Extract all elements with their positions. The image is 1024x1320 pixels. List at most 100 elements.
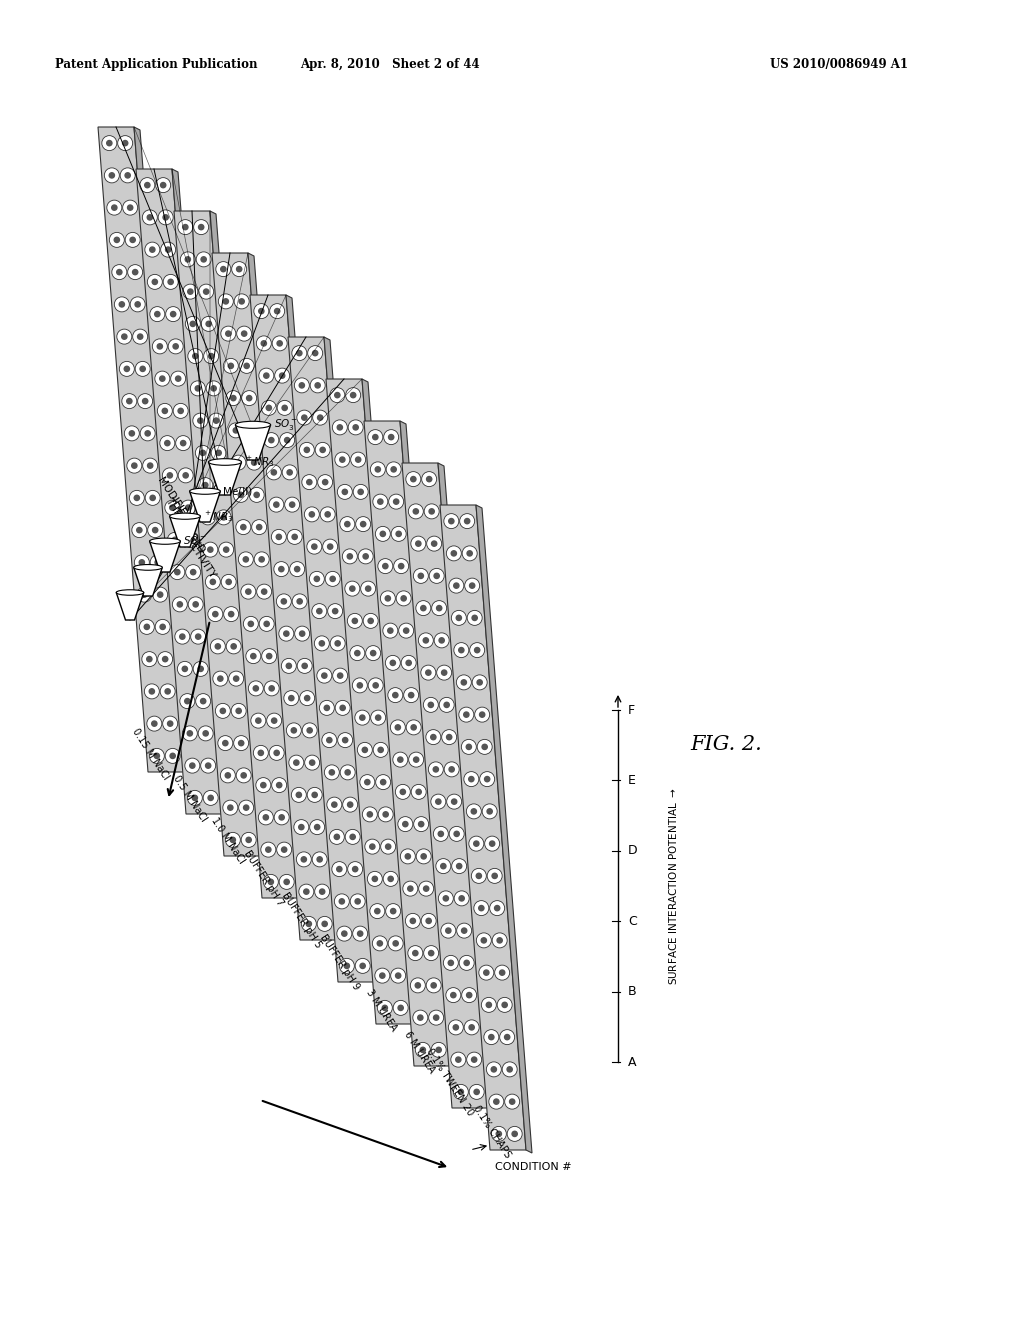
Circle shape <box>371 710 386 725</box>
Circle shape <box>436 665 452 680</box>
Circle shape <box>459 896 464 902</box>
Circle shape <box>296 792 301 797</box>
Circle shape <box>424 504 439 519</box>
Circle shape <box>259 616 274 631</box>
Circle shape <box>221 515 226 520</box>
Circle shape <box>145 490 160 506</box>
Circle shape <box>330 636 345 651</box>
Circle shape <box>221 267 226 272</box>
Circle shape <box>272 335 287 351</box>
Circle shape <box>203 543 218 557</box>
Circle shape <box>474 648 480 653</box>
Circle shape <box>365 780 370 785</box>
Polygon shape <box>172 169 228 817</box>
Circle shape <box>350 645 365 660</box>
Circle shape <box>147 215 153 220</box>
Circle shape <box>280 874 294 890</box>
Circle shape <box>512 1131 517 1137</box>
Circle shape <box>199 224 204 230</box>
Circle shape <box>307 787 323 803</box>
Circle shape <box>173 404 188 418</box>
Circle shape <box>165 748 180 763</box>
Circle shape <box>246 837 251 842</box>
Circle shape <box>295 626 309 642</box>
Circle shape <box>273 502 279 507</box>
Circle shape <box>231 704 246 718</box>
Circle shape <box>424 886 429 891</box>
Circle shape <box>436 606 441 611</box>
Circle shape <box>187 289 193 294</box>
Circle shape <box>507 1126 522 1142</box>
Circle shape <box>266 713 282 729</box>
Circle shape <box>383 812 388 817</box>
Circle shape <box>406 471 421 487</box>
Circle shape <box>239 298 245 304</box>
Circle shape <box>228 671 244 686</box>
Circle shape <box>256 335 271 351</box>
Circle shape <box>172 537 177 543</box>
Circle shape <box>418 1015 423 1020</box>
Circle shape <box>397 756 403 762</box>
Circle shape <box>244 422 259 438</box>
Circle shape <box>160 376 165 381</box>
Circle shape <box>259 368 273 383</box>
Circle shape <box>158 652 173 667</box>
Circle shape <box>452 550 457 556</box>
Circle shape <box>403 688 419 702</box>
Circle shape <box>350 392 355 397</box>
Polygon shape <box>362 379 418 1027</box>
Circle shape <box>452 799 457 804</box>
Circle shape <box>228 611 233 616</box>
Circle shape <box>190 630 206 644</box>
Circle shape <box>297 659 312 673</box>
Circle shape <box>140 426 156 441</box>
Circle shape <box>452 858 467 874</box>
Circle shape <box>292 594 307 609</box>
Circle shape <box>156 619 170 635</box>
Circle shape <box>302 663 307 668</box>
Circle shape <box>489 900 505 916</box>
Circle shape <box>137 587 152 602</box>
Circle shape <box>261 589 267 594</box>
Circle shape <box>241 524 246 529</box>
Circle shape <box>419 632 433 648</box>
Text: THRESHOLD: THRESHOLD <box>164 495 207 554</box>
Circle shape <box>151 554 165 570</box>
Circle shape <box>182 726 198 741</box>
Circle shape <box>271 718 276 723</box>
Circle shape <box>101 136 117 150</box>
Circle shape <box>209 413 223 428</box>
Circle shape <box>137 334 142 339</box>
Circle shape <box>332 862 347 876</box>
Circle shape <box>326 572 340 586</box>
Circle shape <box>219 543 233 557</box>
Circle shape <box>282 659 296 673</box>
Circle shape <box>307 727 312 733</box>
Circle shape <box>175 569 180 574</box>
Circle shape <box>122 334 127 339</box>
Circle shape <box>150 689 155 694</box>
Circle shape <box>285 498 300 512</box>
Circle shape <box>302 414 307 420</box>
Circle shape <box>342 549 357 564</box>
Circle shape <box>201 450 206 455</box>
Circle shape <box>304 888 309 894</box>
Circle shape <box>464 772 479 787</box>
Circle shape <box>327 738 332 743</box>
Circle shape <box>429 1010 443 1026</box>
Circle shape <box>319 701 334 715</box>
Circle shape <box>178 408 183 413</box>
Circle shape <box>129 490 144 506</box>
Circle shape <box>297 411 312 425</box>
Circle shape <box>436 858 451 874</box>
Circle shape <box>206 321 211 326</box>
Circle shape <box>352 678 368 693</box>
Ellipse shape <box>134 565 162 570</box>
Circle shape <box>294 378 309 393</box>
Circle shape <box>251 713 266 729</box>
Circle shape <box>244 805 249 810</box>
Circle shape <box>151 495 156 500</box>
Circle shape <box>144 242 160 257</box>
Circle shape <box>470 643 484 657</box>
Circle shape <box>377 941 382 946</box>
